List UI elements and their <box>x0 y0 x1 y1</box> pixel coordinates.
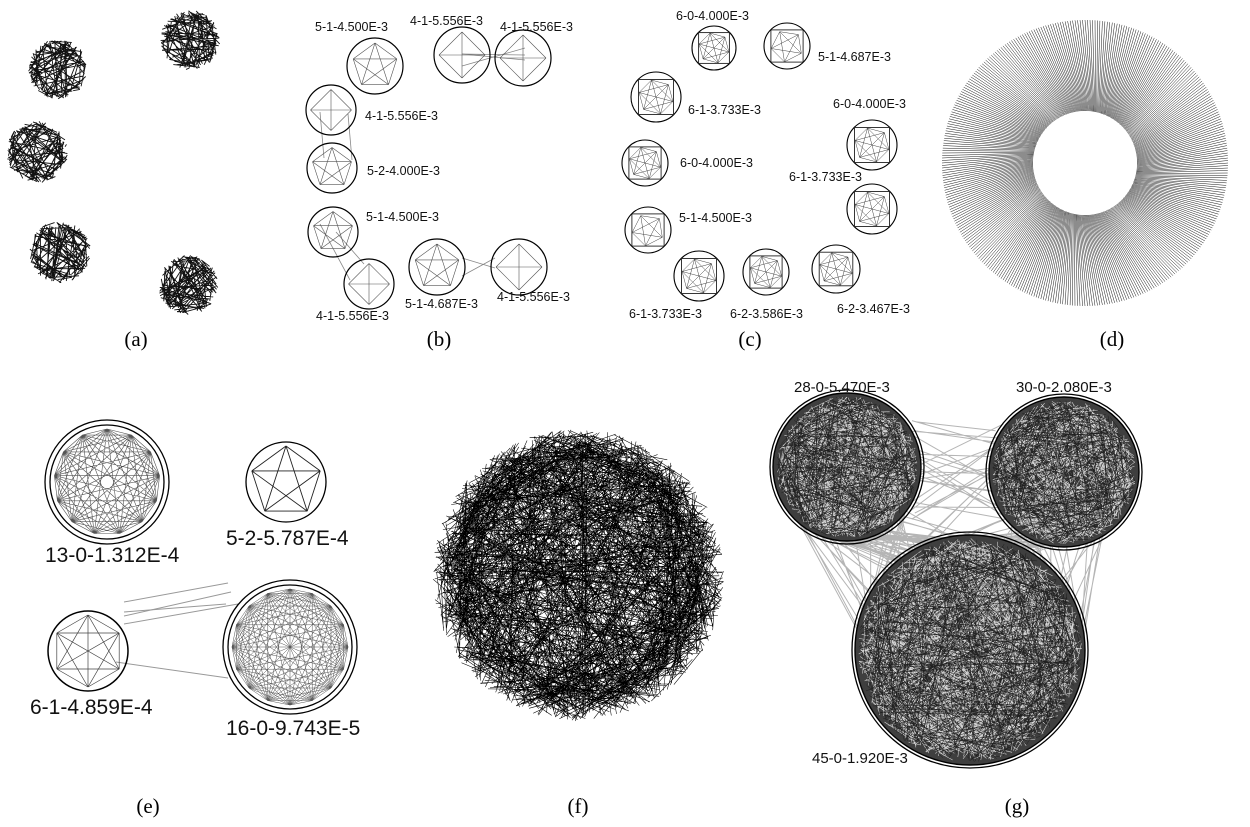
panel-b-label-3: 4-1-5.556E-3 <box>500 20 573 34</box>
panel-c-label-4: 6-0-4.000E-3 <box>833 97 906 111</box>
panel-g-cluster-30 <box>985 393 1143 551</box>
panel-c-label-8: 6-1-3.733E-3 <box>629 307 702 321</box>
panel-c-label-5: 6-0-4.000E-3 <box>680 156 753 170</box>
panel-e-label-1: 13-0-1.312E-4 <box>45 544 180 567</box>
panel-f-dense-graph <box>432 429 724 722</box>
panel-a: (a) <box>7 10 221 351</box>
panel-c-cluster-4 <box>846 119 898 171</box>
panel-d-radial-graph <box>941 19 1229 307</box>
panel-c-label-3: 6-1-3.733E-3 <box>688 103 761 117</box>
panel-g-cluster-28 <box>769 389 925 545</box>
panel-e-label-2: 5-2-5.787E-4 <box>226 527 349 550</box>
panel-e: 13-0-1.312E-4 5-2-5.787E-4 6-1-4.859E-4 … <box>30 419 360 818</box>
panel-c-label-6: 6-1-3.733E-3 <box>789 170 862 184</box>
panel-c-label-9: 6-2-3.586E-3 <box>730 307 803 321</box>
panel-a-caption: (a) <box>124 327 147 351</box>
panel-c-cluster-8 <box>673 250 725 302</box>
panel-e-caption: (e) <box>136 794 159 818</box>
panel-b-cluster-3 <box>494 29 552 87</box>
panel-c-cluster-5 <box>621 139 669 187</box>
panel-c-cluster-9 <box>742 248 790 296</box>
panel-c-cluster-3 <box>630 71 682 123</box>
panel-b-cluster-5 <box>306 142 358 194</box>
panel-f: (f) <box>432 429 724 818</box>
panel-c-cluster-7 <box>624 206 672 254</box>
panel-c-cluster-1 <box>691 25 737 71</box>
panel-c-caption: (c) <box>738 327 761 351</box>
panel-c-label-1: 6-0-4.000E-3 <box>676 9 749 23</box>
panel-c-cluster-10 <box>811 244 861 294</box>
panel-b-cluster-7 <box>343 258 395 310</box>
panel-b-caption: (b) <box>427 327 452 351</box>
panel-e-cluster-6 <box>47 610 129 692</box>
panel-a-graph-2 <box>160 10 221 70</box>
panel-g-label-1: 28-0-5.470E-3 <box>794 379 890 396</box>
panel-g-label-3: 45-0-1.920E-3 <box>812 750 908 767</box>
panel-c-cluster-2 <box>763 22 811 70</box>
panel-c: 6-0-4.000E-3 5-1-4.687E-3 6-1-3.733E-3 6… <box>621 9 910 351</box>
panel-d-caption: (d) <box>1100 327 1125 351</box>
panel-b-cluster-6 <box>307 206 359 258</box>
panel-c-cluster-6 <box>846 183 898 235</box>
panel-b-cluster-2 <box>433 26 491 84</box>
panel-c-label-10: 6-2-3.467E-3 <box>837 302 910 316</box>
panel-c-label-7: 5-1-4.500E-3 <box>679 211 752 225</box>
panel-b-label-5: 5-2-4.000E-3 <box>367 164 440 178</box>
panel-a-graph-1 <box>28 40 87 100</box>
panel-b-label-4: 4-1-5.556E-3 <box>365 109 438 123</box>
panel-a-graph-3 <box>7 121 68 183</box>
panel-e-cluster-5 <box>245 441 327 523</box>
panel-b-label-7: 5-1-4.687E-3 <box>405 297 478 311</box>
panel-g-label-2: 30-0-2.080E-3 <box>1016 379 1112 396</box>
panel-b-label-6: 5-1-4.500E-3 <box>366 210 439 224</box>
panel-b-cluster-1 <box>346 37 404 95</box>
panel-d: (d) <box>941 19 1229 351</box>
panel-g: 28-0-5.470E-3 30-0-2.080E-3 45-0-1.920E-… <box>769 379 1143 818</box>
panel-e-label-3: 6-1-4.859E-4 <box>30 696 153 719</box>
panel-f-caption: (f) <box>568 794 589 818</box>
panel-e-label-4: 16-0-9.743E-5 <box>226 717 360 740</box>
panel-b-cluster-4 <box>305 84 357 136</box>
panel-g-caption: (g) <box>1005 794 1030 818</box>
panel-e-inter-cluster-edges <box>115 582 239 679</box>
panel-e-cluster-13 <box>44 419 170 545</box>
panel-b-label-8: 4-1-5.556E-3 <box>497 290 570 304</box>
panel-b-cluster-9 <box>490 238 548 296</box>
panel-b-cluster-8 <box>408 238 466 296</box>
panel-a-graph-5 <box>159 255 219 315</box>
panel-e-cluster-16 <box>222 579 358 715</box>
panel-b-label-1: 5-1-4.500E-3 <box>315 20 388 34</box>
panel-b-label-9: 4-1-5.556E-3 <box>316 309 389 323</box>
panel-g-cluster-45 <box>851 531 1089 769</box>
panel-c-label-2: 5-1-4.687E-3 <box>818 50 891 64</box>
panel-a-graph-4 <box>29 222 91 283</box>
panel-b: 5-1-4.500E-3 4-1-5.556E-3 4-1-5.556E-3 4… <box>305 14 573 351</box>
panel-b-label-2: 4-1-5.556E-3 <box>410 14 483 28</box>
